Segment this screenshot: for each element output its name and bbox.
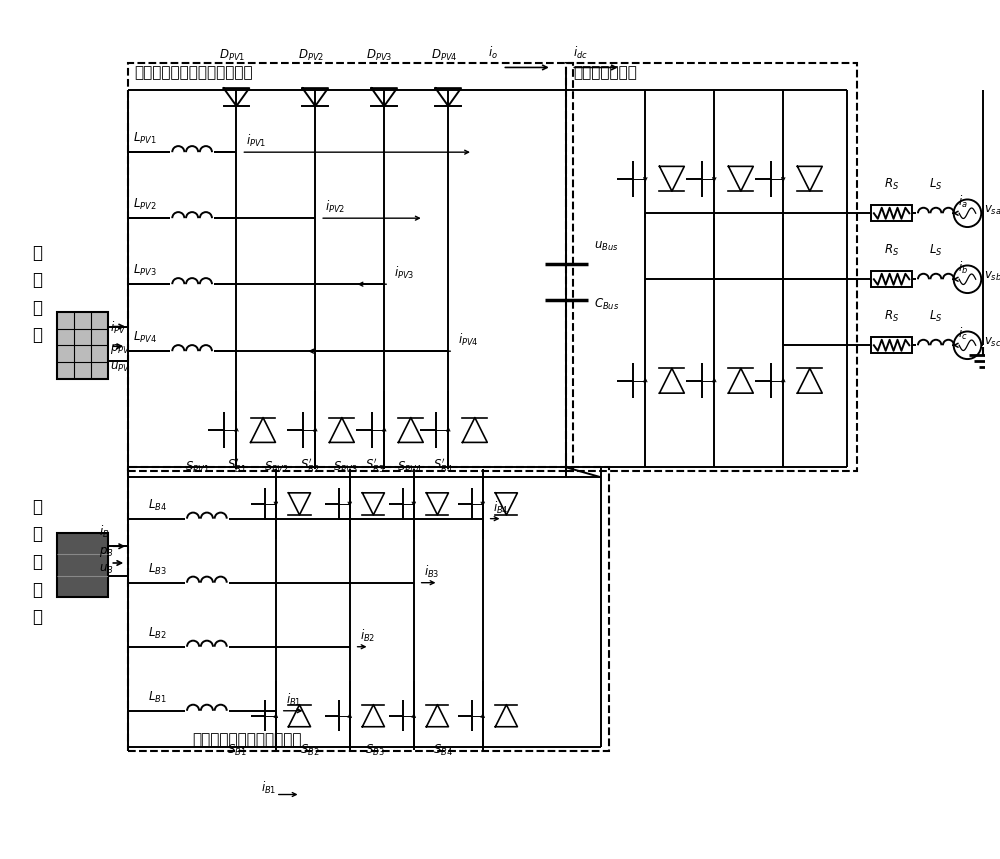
Text: $p_{PV}$: $p_{PV}$ — [110, 342, 131, 356]
Text: $L_{PV4}$: $L_{PV4}$ — [133, 330, 157, 345]
Text: $S_{B2}$: $S_{B2}$ — [300, 743, 320, 758]
Text: $L_{B1}$: $L_{B1}$ — [148, 690, 166, 705]
Text: $D_{PV2}$: $D_{PV2}$ — [298, 47, 324, 63]
Text: 蓄: 蓄 — [32, 553, 42, 571]
Text: $S_{B1}$: $S_{B1}$ — [227, 743, 246, 758]
Text: $i_{PV3}$: $i_{PV3}$ — [394, 265, 414, 281]
Text: $v_{sa}$: $v_{sa}$ — [984, 204, 1000, 216]
Bar — [57, 533, 108, 598]
Text: 储: 储 — [32, 498, 42, 516]
Text: $v_{sc}$: $v_{sc}$ — [984, 336, 1000, 349]
Text: $S_{B3}'$: $S_{B3}'$ — [365, 456, 384, 474]
Text: $L_{B2}$: $L_{B2}$ — [148, 625, 166, 641]
Bar — [128, 467, 609, 751]
Text: $L_S$: $L_S$ — [929, 176, 943, 192]
Text: $L_S$: $L_S$ — [929, 308, 943, 324]
Text: $L_{PV2}$: $L_{PV2}$ — [133, 198, 157, 212]
Text: $i_{dc}$: $i_{dc}$ — [573, 45, 588, 60]
Text: 电: 电 — [32, 581, 42, 599]
Text: $i_{c}$: $i_{c}$ — [958, 326, 967, 342]
Text: $p_B$: $p_B$ — [99, 545, 113, 559]
Text: $L_{B3}$: $L_{B3}$ — [148, 562, 166, 576]
Text: $S_{PV2}$: $S_{PV2}$ — [264, 460, 289, 475]
Text: $u_{PV}$: $u_{PV}$ — [110, 361, 131, 375]
Text: $L_S$: $L_S$ — [929, 242, 943, 258]
Text: $D_{PV1}$: $D_{PV1}$ — [219, 47, 245, 63]
Text: $i_{PV4}$: $i_{PV4}$ — [458, 332, 479, 348]
Text: $i_{a}$: $i_{a}$ — [958, 194, 967, 210]
Bar — [871, 271, 912, 287]
Text: $i_o$: $i_o$ — [488, 45, 498, 60]
Text: $i_B$: $i_B$ — [99, 524, 109, 540]
Text: $v_{sb}$: $v_{sb}$ — [984, 270, 1000, 283]
Text: $R_S$: $R_S$ — [884, 242, 899, 258]
Text: $S_{B4}'$: $S_{B4}'$ — [433, 456, 453, 474]
Text: $i_{PV1}$: $i_{PV1}$ — [246, 133, 267, 149]
Text: $L_{PV1}$: $L_{PV1}$ — [133, 131, 157, 146]
Text: $R_S$: $R_S$ — [884, 176, 899, 192]
Text: $D_{PV3}$: $D_{PV3}$ — [366, 47, 393, 63]
Text: $S_{B2}'$: $S_{B2}'$ — [300, 456, 320, 474]
Text: $u_B$: $u_B$ — [99, 563, 113, 576]
Text: 元: 元 — [32, 326, 42, 344]
Text: $i_{B1}$: $i_{B1}$ — [261, 780, 276, 795]
Text: $L_{PV3}$: $L_{PV3}$ — [133, 263, 157, 278]
Text: 三相并网变流器: 三相并网变流器 — [573, 65, 637, 81]
Text: 池: 池 — [32, 608, 42, 626]
Text: $S_{B1}'$: $S_{B1}'$ — [227, 456, 246, 474]
Text: $i_{B4}$: $i_{B4}$ — [493, 500, 508, 515]
Text: 单: 单 — [32, 299, 42, 317]
Text: $i_{PV}$: $i_{PV}$ — [110, 320, 127, 336]
Bar — [871, 338, 912, 353]
Text: $i_{B3}$: $i_{B3}$ — [424, 564, 439, 580]
Text: $i_{b}$: $i_{b}$ — [958, 260, 968, 277]
Text: $S_{PV1}$: $S_{PV1}$ — [185, 460, 210, 475]
Text: $S_{B4}$: $S_{B4}$ — [433, 743, 453, 758]
Text: $L_{B4}$: $L_{B4}$ — [148, 497, 167, 513]
Text: $R_S$: $R_S$ — [884, 308, 899, 324]
Bar — [566, 63, 857, 472]
Text: 蓄电池四相交错双向变换器: 蓄电池四相交错双向变换器 — [192, 732, 302, 747]
Text: $i_{B2}$: $i_{B2}$ — [360, 628, 375, 643]
Text: $u_{Bus}$: $u_{Bus}$ — [594, 240, 618, 253]
Text: $D_{PV4}$: $D_{PV4}$ — [431, 47, 457, 63]
Text: $i_{B1}$: $i_{B1}$ — [286, 691, 301, 708]
Bar — [128, 63, 573, 472]
Text: $i_{PV2}$: $i_{PV2}$ — [325, 199, 345, 216]
Text: 伏: 伏 — [32, 271, 42, 289]
Text: 能: 能 — [32, 526, 42, 544]
Bar — [871, 205, 912, 221]
Bar — [57, 312, 108, 379]
Text: $C_{Bus}$: $C_{Bus}$ — [594, 297, 619, 312]
Text: $S_{B3}$: $S_{B3}$ — [365, 743, 384, 758]
Text: 光: 光 — [32, 244, 42, 262]
Text: $S_{PV4}$: $S_{PV4}$ — [397, 460, 422, 475]
Text: $S_{PV3}$: $S_{PV3}$ — [333, 460, 358, 475]
Text: 光伏单元四相交错升压变换器: 光伏单元四相交错升压变换器 — [134, 65, 253, 81]
